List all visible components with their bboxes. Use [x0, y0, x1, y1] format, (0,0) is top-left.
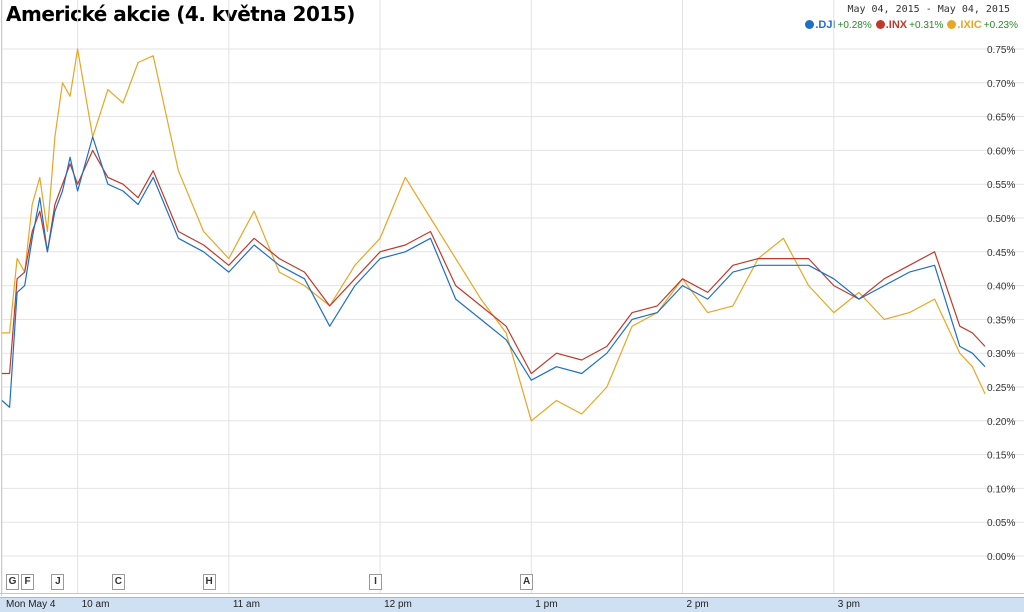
date-range[interactable]: May 04, 2015 - May 04, 2015	[847, 4, 1010, 15]
series-line-inx[interactable]	[2, 149, 986, 375]
series-line-ixic[interactable]	[2, 48, 986, 422]
time-axis-label: 2 pm	[686, 599, 709, 610]
y-tick-label: 0.00%	[987, 552, 1015, 563]
legend-entry-ixic[interactable]: .IXIC +0.23%	[947, 19, 1018, 31]
legend-change: +0.28%	[837, 20, 872, 31]
legend-entry-dji[interactable]: .DJI +0.28%	[805, 19, 872, 31]
time-axis-label: 10 am	[81, 599, 110, 610]
news-flag-h[interactable]: H	[202, 574, 216, 590]
flag-track-baseline	[0, 593, 1024, 594]
y-tick-label: 0.25%	[987, 383, 1015, 394]
y-tick-label: 0.70%	[987, 79, 1015, 90]
legend-dot-icon	[875, 20, 885, 29]
y-tick-label: 0.35%	[987, 315, 1015, 326]
news-flag-f[interactable]: F	[21, 574, 35, 590]
legend-dot-icon	[805, 20, 815, 29]
y-tick-label: 0.30%	[987, 349, 1015, 360]
time-axis-label: 1 pm	[535, 599, 558, 610]
legend-dot-icon	[947, 20, 957, 29]
y-tick-label: 0.05%	[987, 518, 1015, 529]
legend-symbol: .INX	[885, 19, 908, 31]
time-axis-label: 3 pm	[837, 599, 860, 610]
y-tick-label: 0.10%	[987, 484, 1015, 495]
news-flag-i[interactable]: I	[368, 574, 382, 590]
y-tick-label: 0.75%	[987, 45, 1015, 56]
legend-symbol: .DJI	[815, 19, 836, 31]
y-tick-label: 0.65%	[987, 113, 1015, 124]
y-tick-label: 0.50%	[987, 214, 1015, 225]
y-tick-label: 0.20%	[987, 417, 1015, 428]
time-axis-label: 12 pm	[384, 599, 412, 610]
news-flag-j[interactable]: J	[51, 574, 65, 590]
legend-symbol: .IXIC	[957, 19, 982, 31]
y-tick-label: 0.15%	[987, 451, 1015, 462]
y-tick-label: 0.60%	[987, 146, 1015, 157]
y-tick-label: 0.45%	[987, 248, 1015, 259]
chart-title: Americké akcie (4. května 2015)	[6, 2, 355, 26]
legend-change: +0.23%	[983, 20, 1018, 31]
time-axis-label: 11 am	[232, 599, 260, 610]
time-axis: Mon May 4 10 am 11 am 12 pm 1 pm 2 pm 3 pm	[0, 597, 1024, 612]
time-axis-label: Mon May 4	[6, 599, 56, 610]
y-tick-label: 0.55%	[987, 180, 1015, 191]
news-flag-c[interactable]: C	[111, 574, 125, 590]
series-line-dji[interactable]	[1, 136, 986, 408]
news-flag-g[interactable]: G	[6, 574, 19, 590]
news-flag-a[interactable]: A	[520, 574, 534, 590]
legend-change: +0.31%	[909, 20, 944, 31]
y-tick-label: 0.40%	[987, 282, 1015, 293]
legend: .DJI +0.28% .INX +0.31% .IXIC +0.23%	[801, 19, 1018, 31]
legend-entry-inx[interactable]: .INX +0.31%	[875, 19, 944, 31]
